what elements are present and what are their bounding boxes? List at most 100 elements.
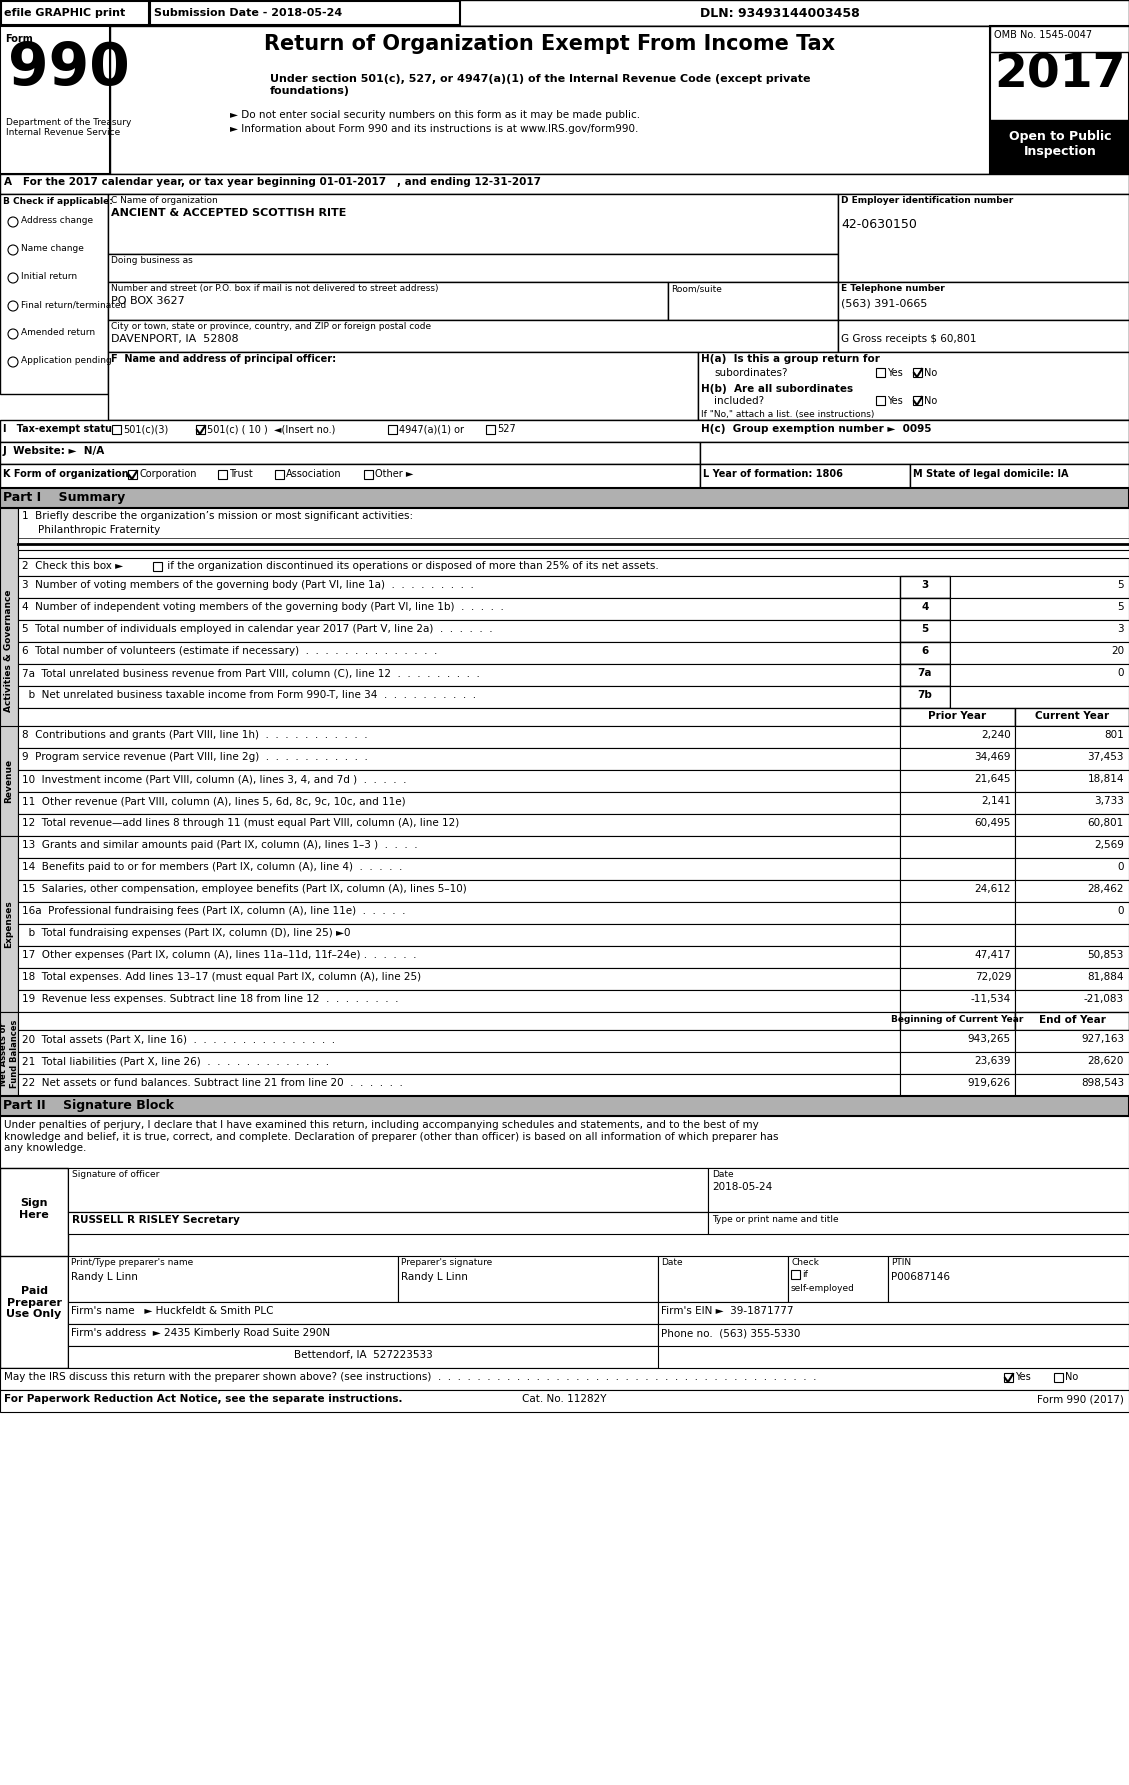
- Text: 8  Contributions and grants (Part VIII, line 1h)  .  .  .  .  .  .  .  .  .  .  : 8 Contributions and grants (Part VIII, l…: [21, 730, 368, 741]
- Text: 501(c) ( 10 )  ◄(Insert no.): 501(c) ( 10 ) ◄(Insert no.): [207, 425, 335, 434]
- Bar: [485, 425, 495, 434]
- Bar: [900, 793, 1015, 814]
- Bar: [18, 991, 900, 1012]
- Text: Check: Check: [791, 1258, 819, 1267]
- Text: Firm's EIN ►  39-1871777: Firm's EIN ► 39-1871777: [660, 1307, 794, 1316]
- Text: 2017: 2017: [995, 52, 1126, 96]
- Bar: [1015, 946, 1129, 967]
- Text: 60,801: 60,801: [1087, 818, 1124, 828]
- Bar: [1015, 1030, 1129, 1051]
- Bar: [900, 1030, 1015, 1051]
- Bar: [990, 27, 1129, 173]
- Text: 4947(a)(1) or: 4947(a)(1) or: [399, 425, 464, 434]
- Text: F  Name and address of principal officer:: F Name and address of principal officer:: [111, 353, 336, 364]
- Circle shape: [8, 357, 18, 368]
- Text: 5: 5: [1118, 580, 1124, 591]
- Bar: [108, 320, 838, 352]
- Bar: [112, 425, 121, 434]
- Text: Paid
Preparer
Use Only: Paid Preparer Use Only: [7, 1285, 62, 1319]
- Bar: [900, 835, 1015, 859]
- Bar: [700, 464, 910, 487]
- Text: H(b)  Are all subordinates: H(b) Are all subordinates: [701, 384, 854, 394]
- Bar: [1015, 748, 1129, 769]
- Bar: [108, 195, 838, 253]
- Bar: [1015, 835, 1129, 859]
- Text: 927,163: 927,163: [1080, 1034, 1124, 1044]
- Text: 0: 0: [1118, 668, 1124, 678]
- Text: 60,495: 60,495: [974, 818, 1010, 828]
- Text: Application pending: Application pending: [21, 355, 112, 364]
- Text: if the organization discontinued its operations or disposed of more than 25% of : if the organization discontinued its ope…: [164, 560, 658, 571]
- Text: 919,626: 919,626: [968, 1078, 1010, 1089]
- Bar: [698, 352, 1129, 419]
- Bar: [1015, 814, 1129, 835]
- Text: Return of Organization Exempt From Income Tax: Return of Organization Exempt From Incom…: [264, 34, 835, 54]
- Bar: [18, 726, 900, 748]
- Bar: [108, 253, 838, 282]
- Bar: [913, 396, 922, 405]
- Bar: [889, 1257, 1129, 1301]
- Text: 47,417: 47,417: [974, 950, 1010, 960]
- Bar: [910, 464, 1129, 487]
- Text: Preparer's signature: Preparer's signature: [401, 1258, 492, 1267]
- Bar: [18, 859, 900, 880]
- Text: Initial return: Initial return: [21, 271, 77, 280]
- Text: Randy L Linn: Randy L Linn: [401, 1273, 467, 1282]
- Text: B Check if applicable:: B Check if applicable:: [3, 196, 113, 205]
- Bar: [900, 925, 1015, 946]
- Bar: [1015, 901, 1129, 925]
- Text: -11,534: -11,534: [971, 994, 1010, 1003]
- Bar: [990, 120, 1129, 173]
- Bar: [18, 748, 900, 769]
- Bar: [196, 425, 205, 434]
- Bar: [900, 577, 949, 598]
- Text: 7b: 7b: [918, 691, 933, 700]
- Text: Association: Association: [286, 469, 342, 478]
- Bar: [68, 1212, 708, 1233]
- Text: OMB No. 1545-0047: OMB No. 1545-0047: [994, 30, 1092, 39]
- Text: 3: 3: [921, 580, 929, 591]
- Bar: [913, 368, 922, 377]
- Text: 5: 5: [921, 625, 929, 634]
- Text: 898,543: 898,543: [1080, 1078, 1124, 1089]
- Bar: [1015, 1051, 1129, 1075]
- Bar: [0, 464, 700, 487]
- Bar: [949, 619, 1129, 643]
- Bar: [1015, 769, 1129, 793]
- Text: Part II    Signature Block: Part II Signature Block: [3, 1100, 174, 1112]
- Text: ► Do not enter social security numbers on this form as it may be made public.: ► Do not enter social security numbers o…: [230, 111, 640, 120]
- Bar: [0, 1167, 68, 1258]
- Bar: [658, 1324, 1129, 1346]
- Bar: [668, 282, 838, 320]
- Text: Firm's name   ► Huckfeldt & Smith PLC: Firm's name ► Huckfeldt & Smith PLC: [71, 1307, 273, 1316]
- Bar: [0, 1257, 68, 1367]
- Bar: [1054, 1373, 1064, 1382]
- Circle shape: [8, 218, 18, 227]
- Text: 18,814: 18,814: [1087, 775, 1124, 784]
- Text: No: No: [924, 396, 937, 405]
- Text: 22  Net assets or fund balances. Subtract line 21 from line 20  .  .  .  .  .  .: 22 Net assets or fund balances. Subtract…: [21, 1078, 403, 1089]
- Text: 20  Total assets (Part X, line 16)  .  .  .  .  .  .  .  .  .  .  .  .  .  .  .: 20 Total assets (Part X, line 16) . . . …: [21, 1034, 335, 1044]
- Bar: [0, 1367, 1129, 1391]
- Bar: [0, 443, 700, 464]
- Text: Firm's address  ► 2435 Kimberly Road Suite 290N: Firm's address ► 2435 Kimberly Road Suit…: [71, 1328, 330, 1339]
- Text: Address change: Address change: [21, 216, 93, 225]
- Bar: [949, 577, 1129, 598]
- Text: M State of legal domicile: IA: M State of legal domicile: IA: [913, 469, 1068, 478]
- Text: 13  Grants and similar amounts paid (Part IX, column (A), lines 1–3 )  .  .  .  : 13 Grants and similar amounts paid (Part…: [21, 841, 418, 850]
- Text: H(a)  Is this a group return for: H(a) Is this a group return for: [701, 353, 879, 364]
- Bar: [900, 748, 1015, 769]
- Bar: [1004, 1373, 1013, 1382]
- Bar: [68, 1346, 658, 1367]
- Text: 5: 5: [1118, 602, 1124, 612]
- Bar: [68, 1257, 399, 1301]
- Text: 9  Program service revenue (Part VIII, line 2g)  .  .  .  .  .  .  .  .  .  .  .: 9 Program service revenue (Part VIII, li…: [21, 751, 368, 762]
- Circle shape: [8, 302, 18, 311]
- Text: 21,645: 21,645: [974, 775, 1010, 784]
- Bar: [275, 469, 285, 478]
- Text: L Year of formation: 1806: L Year of formation: 1806: [703, 469, 843, 478]
- Text: Open to Public
Inspection: Open to Public Inspection: [1008, 130, 1111, 159]
- Text: 34,469: 34,469: [974, 751, 1010, 762]
- Text: b  Net unrelated business taxable income from Form 990-T, line 34  .  .  .  .  .: b Net unrelated business taxable income …: [21, 691, 476, 700]
- Text: Randy L Linn: Randy L Linn: [71, 1273, 138, 1282]
